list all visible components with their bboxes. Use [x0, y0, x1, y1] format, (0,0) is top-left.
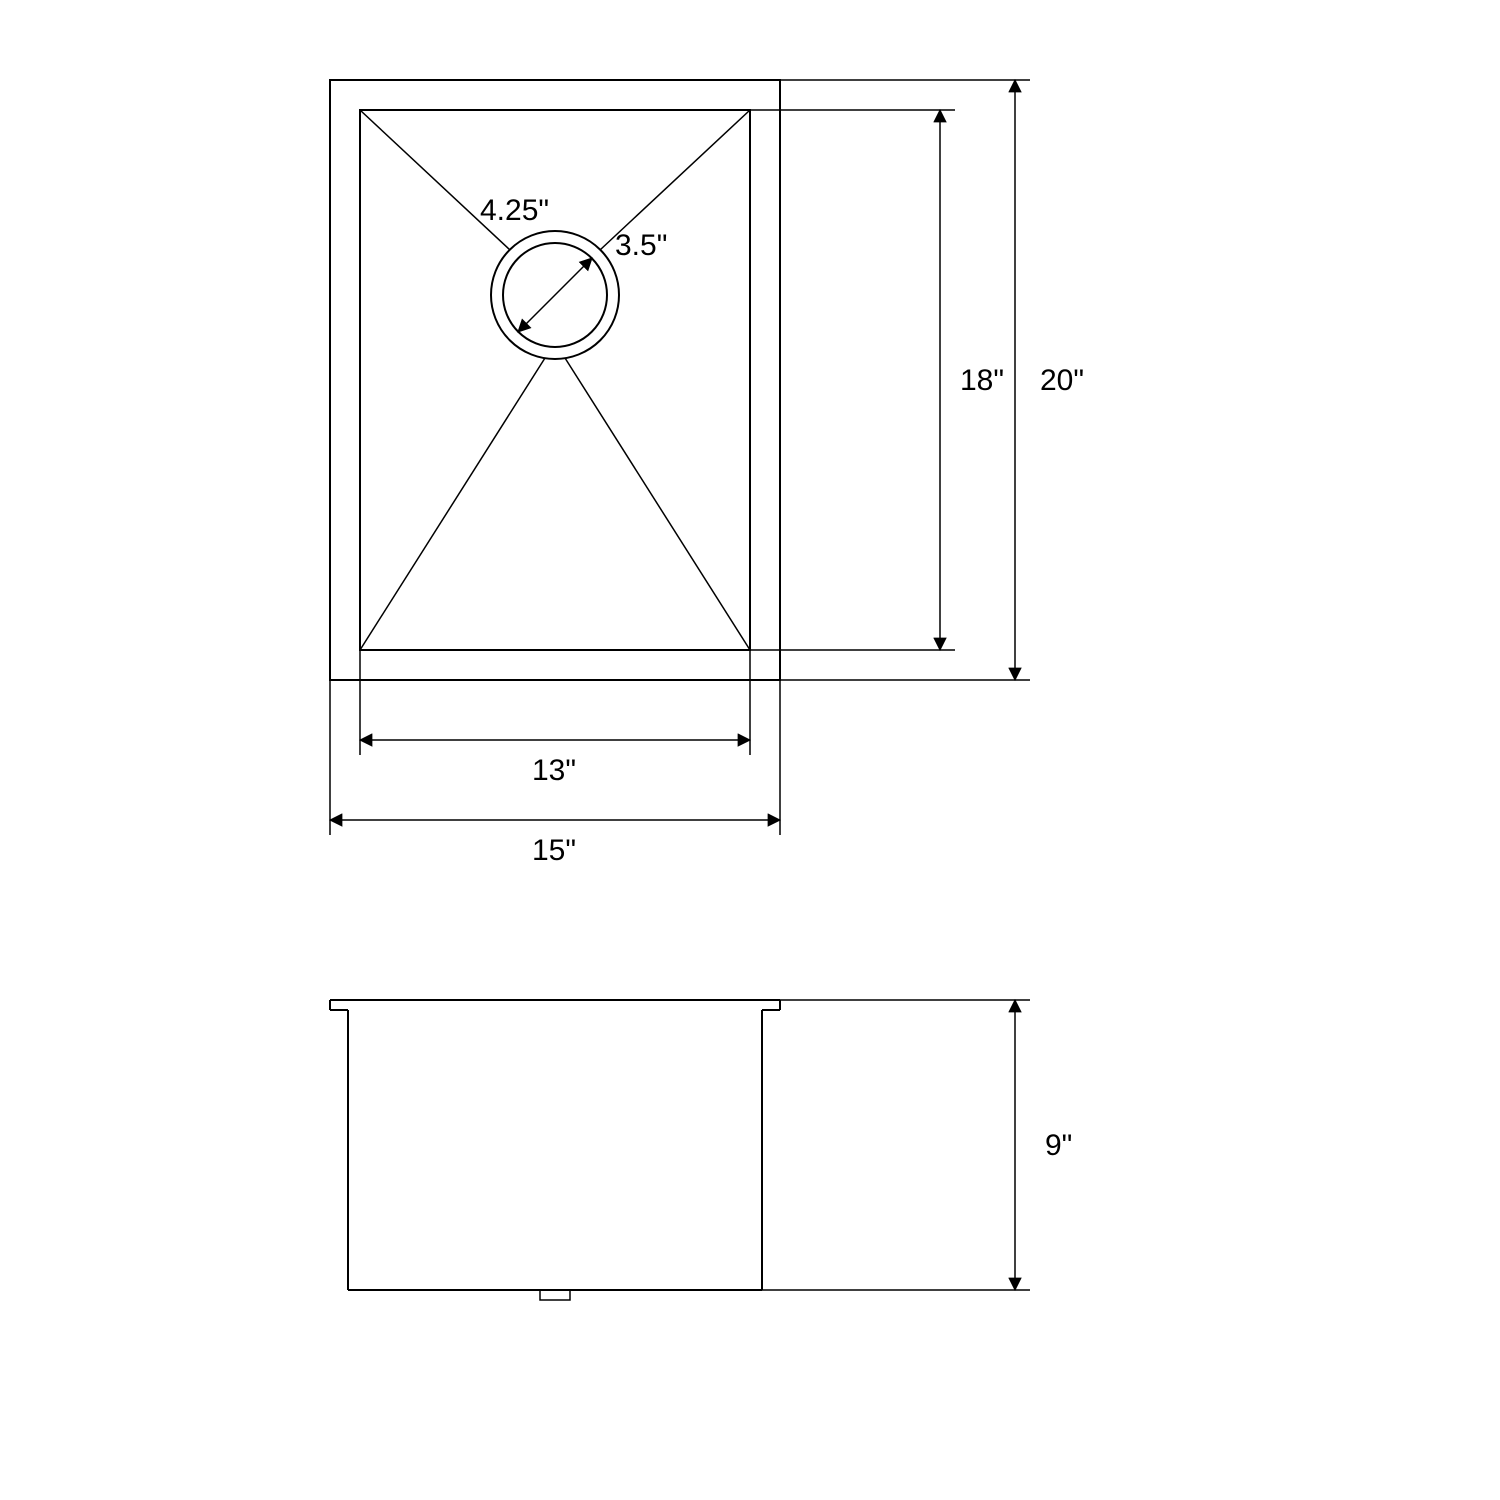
dim-side-height-label: 9" — [1045, 1129, 1072, 1162]
dim-outer-height-label: 20" — [1040, 364, 1084, 397]
perspective-lines — [360, 110, 750, 650]
top-inner-rect — [360, 110, 750, 650]
dim-side-height — [762, 1000, 1030, 1290]
dim-outer-width-label: 15" — [532, 834, 576, 867]
drain-inner-label: 3.5" — [615, 229, 667, 262]
dim-inner-width — [360, 650, 750, 755]
side-view — [330, 1000, 780, 1300]
top-view — [330, 80, 780, 680]
drain-outer-label: 4.25" — [480, 194, 549, 227]
dim-inner-width-label: 13" — [532, 754, 576, 787]
dim-inner-height-label: 18" — [960, 364, 1004, 397]
sink-dimension-diagram: 4.25" 3.5" 18" 20" 13" 15" — [0, 0, 1500, 1500]
